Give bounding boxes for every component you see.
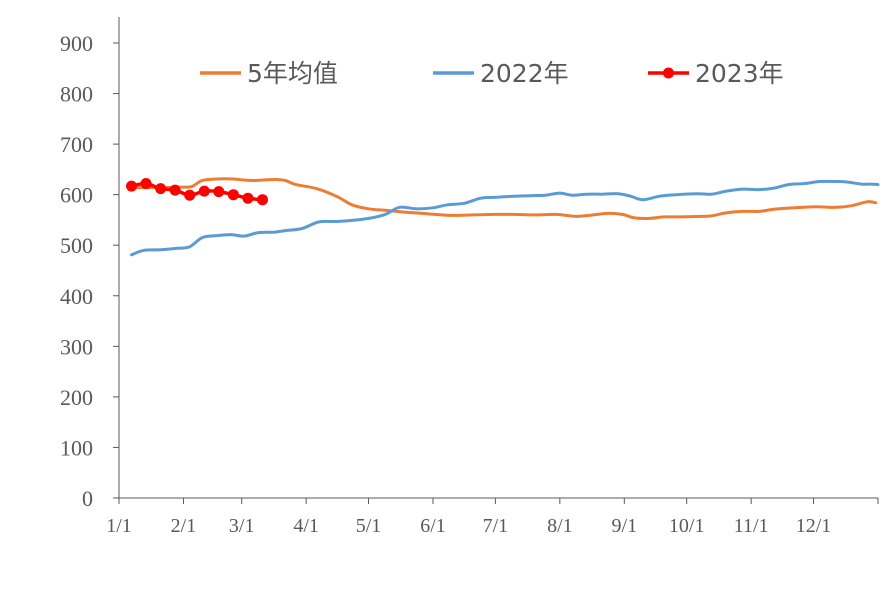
legend-label: 5年均值 [247,59,338,88]
legend: 5年均值 2022年 2023年 [200,59,784,88]
series-1 [127,177,878,221]
y-tick-label: 700 [60,132,93,157]
series-3 [126,178,268,206]
series-layer [126,177,880,257]
series-2 [130,179,880,257]
data-point [198,185,210,197]
y-tick-label: 200 [60,385,93,410]
x-tick-label: 2/1 [171,515,197,537]
x-tick-label: 10/1 [669,515,705,537]
data-point [227,189,239,201]
data-point [169,184,181,196]
x-tick-label: 4/1 [293,515,319,537]
y-tick-label: 0 [82,486,93,511]
x-tick-label: 8/1 [547,515,573,537]
legend-marker [663,67,674,79]
y-tick-label: 400 [60,284,93,309]
axes: 0 100 200 300 400 500 600 700 800 900 1/1 2/1 3/1 4/1… [60,17,879,537]
y-tick-label: 300 [60,334,93,359]
data-point [184,189,196,201]
x-tick-label: 9/1 [612,515,638,537]
x-tick-label: 12/1 [796,515,832,537]
data-point [242,192,254,204]
y-tick-label: 800 [60,82,93,107]
y-tick-label: 600 [60,183,93,208]
x-tick-label: 7/1 [483,515,509,537]
data-point [126,180,137,192]
series-line [127,177,878,221]
legend-label: 2022年 [480,59,569,88]
x-tick-label: 11/1 [734,515,769,537]
y-tick-label: 100 [60,435,93,460]
x-tick-label: 3/1 [229,515,255,537]
data-point [155,183,167,195]
data-point [257,194,268,206]
y-tick-label: 900 [60,31,93,56]
legend-item: 2023年 [648,59,784,88]
x-tick-label: 5/1 [356,515,382,537]
series-line [129,181,265,202]
x-tick-label: 6/1 [420,515,446,537]
y-tick-label: 500 [60,233,93,258]
series-line [130,179,880,257]
legend-item: 5年均值 [200,59,338,88]
legend-label: 2023年 [695,59,784,88]
data-point [213,186,225,198]
data-point [140,178,152,189]
legend-item: 2022年 [433,59,569,88]
x-tick-label: 1/1 [106,515,132,537]
